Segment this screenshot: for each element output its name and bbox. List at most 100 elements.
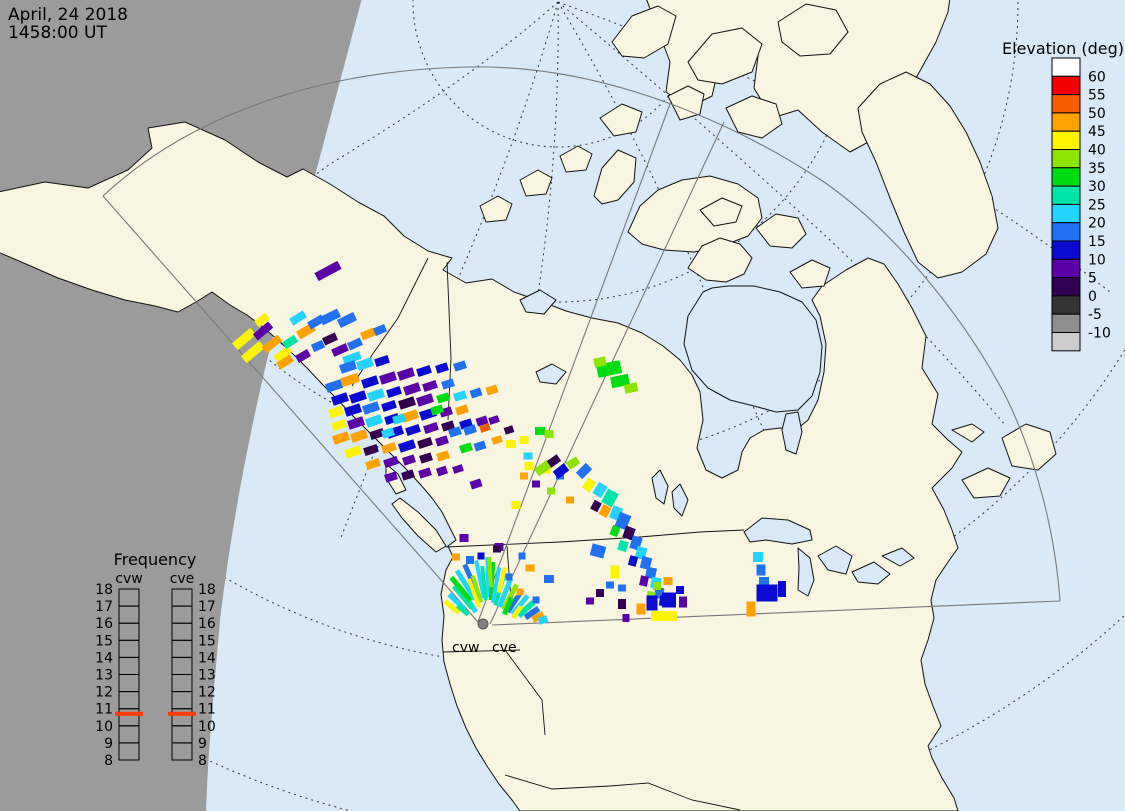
colorbar-tick-label: 30 (1088, 179, 1106, 195)
colorbar-box (1051, 258, 1081, 279)
frequency-bar-segment (171, 742, 193, 761)
frequency-column-cvw: cvw (115, 571, 142, 587)
data-cell (646, 595, 658, 611)
fov-cvw-left-edge (102, 195, 479, 623)
colorbar-tick-label: -10 (1088, 326, 1111, 342)
fov-outer-arc (102, 66, 1061, 602)
frequency-tick-label: 8 (104, 753, 113, 769)
backscatter-cells (231, 260, 786, 625)
data-cell (617, 539, 629, 553)
data-cell (403, 382, 421, 396)
colorbar-tick-label: 10 (1088, 252, 1106, 268)
data-cell (618, 584, 626, 592)
data-cell (452, 584, 474, 610)
lakes (519, 285, 915, 597)
data-cell (524, 462, 534, 470)
data-cell (261, 334, 283, 354)
arctic-island (611, 5, 677, 59)
data-cell (435, 435, 449, 447)
data-cell (397, 367, 415, 381)
data-cell (502, 596, 514, 616)
data-cell (331, 343, 349, 357)
data-cell (601, 488, 619, 508)
colorbar-box (1051, 94, 1081, 114)
data-cell (503, 425, 515, 435)
frequency-tick-label: 11 (95, 702, 113, 718)
data-cell (609, 524, 621, 538)
data-cell (356, 357, 374, 371)
data-cell (497, 578, 513, 608)
colorbar-tick-label: 60 (1088, 69, 1106, 85)
frequency-tick-label: 9 (198, 736, 207, 752)
lake-manitoba (671, 483, 689, 517)
data-cell (362, 401, 380, 415)
data-cell (374, 355, 390, 367)
frequency-column-cve: cve (170, 571, 195, 587)
data-cell (381, 442, 397, 454)
data-cell (441, 378, 455, 390)
data-cell (493, 545, 501, 553)
arctic-island (687, 27, 763, 85)
data-cell (273, 345, 293, 363)
data-cell (466, 556, 474, 564)
frequency-marker (115, 711, 143, 716)
colorbar-tick-label: 5 (1088, 271, 1097, 287)
data-cell (491, 435, 503, 445)
data-cell (511, 501, 521, 509)
data-cell (753, 552, 763, 562)
colorbar-tick-label: 55 (1088, 88, 1106, 104)
data-cell (416, 393, 434, 407)
data-cell (614, 511, 632, 531)
data-cell (416, 365, 432, 377)
nova-scotia (961, 467, 1011, 499)
data-cell (384, 471, 398, 483)
colorbar-tick-label: 20 (1088, 216, 1106, 232)
data-cell (486, 556, 494, 588)
data-cell (593, 356, 607, 368)
data-cell (510, 604, 524, 620)
data-cell (639, 575, 649, 587)
data-cell (525, 564, 535, 572)
data-cell (519, 436, 529, 444)
data-cell (383, 456, 399, 468)
data-cell (231, 327, 257, 351)
lake-ontario (881, 547, 915, 567)
data-cell (610, 373, 630, 389)
colorbar-box (1051, 149, 1081, 169)
data-cell (321, 332, 339, 346)
data-cell (350, 429, 368, 443)
data-cell (372, 324, 388, 336)
data-cell (590, 499, 602, 513)
data-cell (344, 403, 362, 417)
data-cell (636, 603, 646, 615)
data-cell (610, 565, 620, 579)
frequency-tick-label: 8 (198, 753, 207, 769)
data-cell (436, 392, 450, 404)
frequency-bar-segment (118, 742, 140, 761)
colorbar-tick-label: 25 (1088, 197, 1106, 213)
arctic-island (599, 103, 643, 137)
data-cell (342, 351, 362, 365)
colorbar-box (1051, 313, 1081, 334)
data-cell (459, 442, 473, 454)
data-cell (281, 334, 299, 350)
data-cell (496, 566, 508, 594)
data-cell (533, 459, 553, 477)
data-cell (618, 599, 626, 609)
data-cell (520, 472, 528, 480)
colorbar-box (1051, 222, 1081, 242)
data-cell (289, 310, 307, 326)
data-cell (401, 469, 415, 481)
data-cell (367, 388, 385, 402)
frequency-tick-label: 9 (104, 736, 113, 752)
data-cell (547, 487, 555, 495)
data-cell (653, 582, 661, 590)
date-label: April, 24 2018 (8, 5, 128, 25)
fov-cvw-right-edge (477, 103, 671, 623)
frequency-legend-title: Frequency (114, 550, 197, 569)
colorbar-tick-label: 50 (1088, 106, 1106, 122)
data-cell (516, 600, 536, 618)
data-cell (339, 360, 357, 374)
lake-erie (851, 561, 891, 585)
